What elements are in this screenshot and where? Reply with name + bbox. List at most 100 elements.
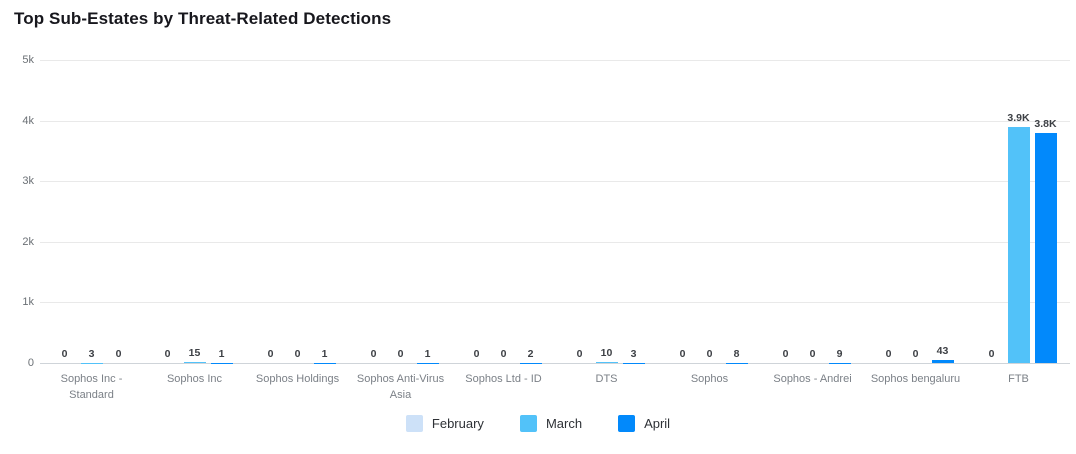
bar-value-label: 0 <box>912 348 919 360</box>
bar-slot: 0 <box>878 60 900 363</box>
gridline <box>40 120 1070 122</box>
bar-group: 0 0 9 <box>761 60 864 363</box>
category-label: DTS <box>595 373 618 385</box>
bar-value-label: 8 <box>733 347 740 360</box>
legend-label: March <box>545 415 583 431</box>
y-axis-tick-label: 4k <box>22 114 34 127</box>
bar-slot: 0 <box>569 60 591 363</box>
bar-slot: 1 <box>313 60 336 363</box>
category-label: Sophos Ltd - ID <box>465 373 542 385</box>
bar-april[interactable] <box>828 362 851 363</box>
bar-value-label: 0 <box>809 348 816 360</box>
bar-slot: 0 <box>981 60 1003 363</box>
y-axis-tick-label: 5k <box>22 54 34 66</box>
bar-slot: 10 <box>595 60 618 363</box>
category-label: Sophos bengaluru <box>870 373 961 385</box>
legend-item-april[interactable]: April <box>618 414 671 432</box>
gridline <box>40 60 1070 61</box>
category-label: Sophos <box>690 373 729 385</box>
bar-slot: 3 <box>80 60 103 363</box>
plot-area: 5k 4k 3k 2k 1k 0 0 3 0 0 15 1 0 0 1 0 0 1 0 0 2 0 10 3 0 0 8 0 0 9 0 0 4… <box>22 54 1070 369</box>
legend-swatch-icon <box>405 414 423 432</box>
bar-march[interactable] <box>1007 126 1030 363</box>
legend-item-march[interactable]: March <box>519 414 583 432</box>
bar-slot: 3.8K <box>1034 60 1057 363</box>
legend-swatch-icon <box>618 414 636 432</box>
bar-group: 0 0 8 <box>658 60 761 363</box>
bar-group: 0 0 1 <box>246 60 349 363</box>
bar-value-label: 0 <box>473 348 480 360</box>
bar-value-label: 1 <box>424 347 431 360</box>
bar-group: 0 3 0 <box>40 60 143 363</box>
bar-value-label: 10 <box>600 347 613 359</box>
bar-value-label: 0 <box>706 348 713 360</box>
bar-value-label: 0 <box>115 348 122 360</box>
bar-slot: 8 <box>725 60 748 363</box>
bar-value-label: 3.8K <box>1034 117 1057 130</box>
bar-april[interactable] <box>622 362 645 363</box>
bar-april[interactable] <box>1034 132 1057 363</box>
category-label: Sophos Holdings <box>255 373 340 385</box>
legend-item-february[interactable]: February <box>405 414 484 432</box>
bar-value-label: 2 <box>527 347 534 360</box>
bar-group: 0 3.9K 3.8K <box>967 60 1070 363</box>
gridline <box>40 302 1070 304</box>
y-axis-tick-label: 2k <box>22 235 34 248</box>
bar-march[interactable] <box>183 362 206 363</box>
category-label: Sophos Inc <box>166 373 223 385</box>
gridline <box>40 241 1070 243</box>
bar-slot: 0 <box>260 60 282 363</box>
bar-april[interactable] <box>725 362 748 363</box>
bar-april[interactable] <box>210 362 233 363</box>
legend-label: April <box>644 415 671 431</box>
bar-value-label: 3 <box>630 347 637 360</box>
bar-value-label: 0 <box>885 348 892 360</box>
y-axis-tick-label: 3k <box>22 175 34 188</box>
bar-slot: 0 <box>672 60 694 363</box>
bar-value-label: 9 <box>836 347 843 360</box>
bar-april[interactable] <box>313 362 336 363</box>
bar-slot: 0 <box>775 60 797 363</box>
bar-value-label: 0 <box>500 348 507 360</box>
chart-title: Top Sub-Estates by Threat-Related Detect… <box>14 9 392 28</box>
bar-slot: 43 <box>931 60 954 363</box>
bar-value-label: 0 <box>679 348 686 360</box>
bar-value-label: 0 <box>782 348 789 360</box>
y-axis-tick-label: 1k <box>22 296 34 309</box>
legend-label: February <box>431 415 484 431</box>
bar-april[interactable] <box>416 362 439 363</box>
bar-slot: 0 <box>466 60 488 363</box>
bar-march[interactable] <box>80 362 103 363</box>
bar-april[interactable] <box>519 362 542 363</box>
bar-value-label: 0 <box>267 348 274 360</box>
y-axis-tick-label: 0 <box>27 357 34 369</box>
bar-groups: 0 3 0 0 15 1 0 0 1 0 0 1 0 0 2 0 10 3 0 0 8 0 0 9 0 0 43 0 3.9K 3.8K <box>40 60 1070 363</box>
category-label: Sophos Anti-Virus Asia <box>356 373 445 401</box>
bar-slot: 1 <box>210 60 233 363</box>
chart-legend: February March April <box>0 412 1076 434</box>
bar-slot: 0 <box>493 60 515 363</box>
bar-value-label: 15 <box>188 347 201 359</box>
bar-slot: 0 <box>802 60 824 363</box>
bar-value-label: 1 <box>218 347 225 360</box>
bar-slot: 3 <box>622 60 645 363</box>
bar-slot: 2 <box>519 60 542 363</box>
bar-slot: 0 <box>363 60 385 363</box>
bar-value-label: 3 <box>88 347 95 360</box>
bar-value-label: 0 <box>397 348 404 360</box>
bar-value-label: 0 <box>61 348 68 360</box>
bar-value-label: 0 <box>164 348 171 360</box>
bar-value-label: 1 <box>321 347 328 360</box>
bar-group: 0 0 2 <box>452 60 555 363</box>
category-label: Sophos Inc - Standard <box>60 373 123 401</box>
bar-slot: 0 <box>54 60 76 363</box>
bar-march[interactable] <box>595 362 618 363</box>
category-label: Sophos - Andrei <box>773 373 852 385</box>
bar-april[interactable] <box>931 360 954 363</box>
gridline <box>40 181 1070 183</box>
bar-value-label: 0 <box>370 348 377 360</box>
bar-slot: 0 <box>699 60 721 363</box>
x-axis-category-labels: Sophos Inc - Standard Sophos Inc Sophos Ho… <box>40 372 1070 404</box>
bar-slot: 15 <box>183 60 206 363</box>
